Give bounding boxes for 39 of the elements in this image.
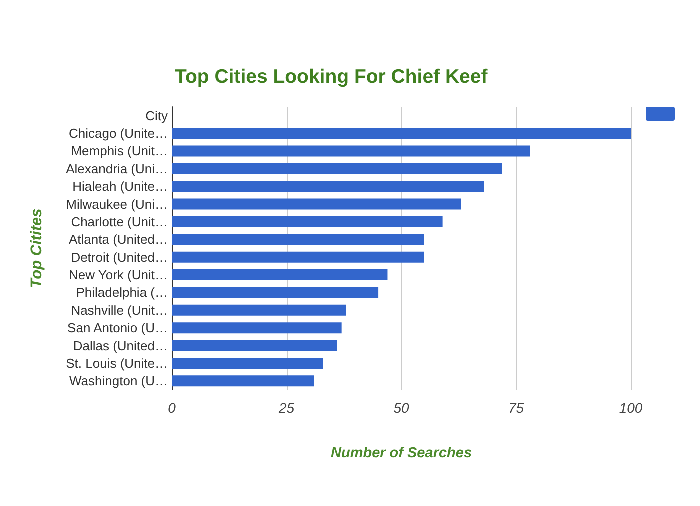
y-tick-label: Atlanta (United… bbox=[69, 232, 168, 248]
y-tick-label: Alexandria (Uni… bbox=[66, 161, 168, 176]
y-tick-label: St. Louis (Unite… bbox=[66, 356, 168, 371]
bar bbox=[172, 198, 462, 210]
bar bbox=[172, 128, 631, 140]
y-tick-label: Dallas (United… bbox=[73, 338, 168, 354]
y-tick-label: Hialeah (Unite… bbox=[72, 179, 168, 194]
y-tick-label: City bbox=[146, 108, 168, 124]
bar bbox=[172, 234, 424, 246]
x-axis-title: Number of Searches bbox=[330, 446, 472, 462]
x-tick-label: 100 bbox=[619, 400, 643, 416]
y-tick-label: Milwaukee (Uni… bbox=[66, 196, 168, 212]
x-tick-label: 50 bbox=[394, 400, 410, 416]
x-tick-label: 75 bbox=[508, 400, 524, 416]
bar bbox=[172, 181, 484, 192]
x-tick-label: 25 bbox=[278, 400, 295, 416]
bar bbox=[172, 216, 443, 228]
bar bbox=[172, 252, 424, 263]
y-tick-label: Philadelphia (… bbox=[76, 285, 168, 300]
y-tick-label: San Antonio (U… bbox=[68, 320, 168, 336]
y-tick-label: Chicago (Unite… bbox=[69, 126, 168, 142]
bar bbox=[172, 270, 388, 281]
bar bbox=[172, 304, 346, 316]
y-axis-title: Top Citites bbox=[28, 208, 46, 288]
bar bbox=[172, 376, 314, 387]
bar bbox=[172, 322, 342, 334]
bar bbox=[172, 358, 324, 369]
y-tick-label: Charlotte (Unit… bbox=[71, 214, 168, 230]
x-tick-label: 0 bbox=[168, 400, 176, 416]
bar bbox=[172, 340, 338, 352]
y-tick-label: Memphis (Unit… bbox=[71, 144, 168, 159]
chart-title: Top Cities Looking For Chief Keef bbox=[175, 66, 488, 88]
bar bbox=[172, 146, 530, 157]
y-tick-label: New York (Unit… bbox=[69, 268, 168, 283]
bar bbox=[172, 287, 379, 298]
y-tick-label: Nashville (Unit… bbox=[71, 302, 168, 318]
y-tick-label: Detroit (United… bbox=[71, 250, 168, 265]
y-tick-label: Washington (U… bbox=[70, 374, 168, 389]
bar bbox=[172, 163, 502, 174]
